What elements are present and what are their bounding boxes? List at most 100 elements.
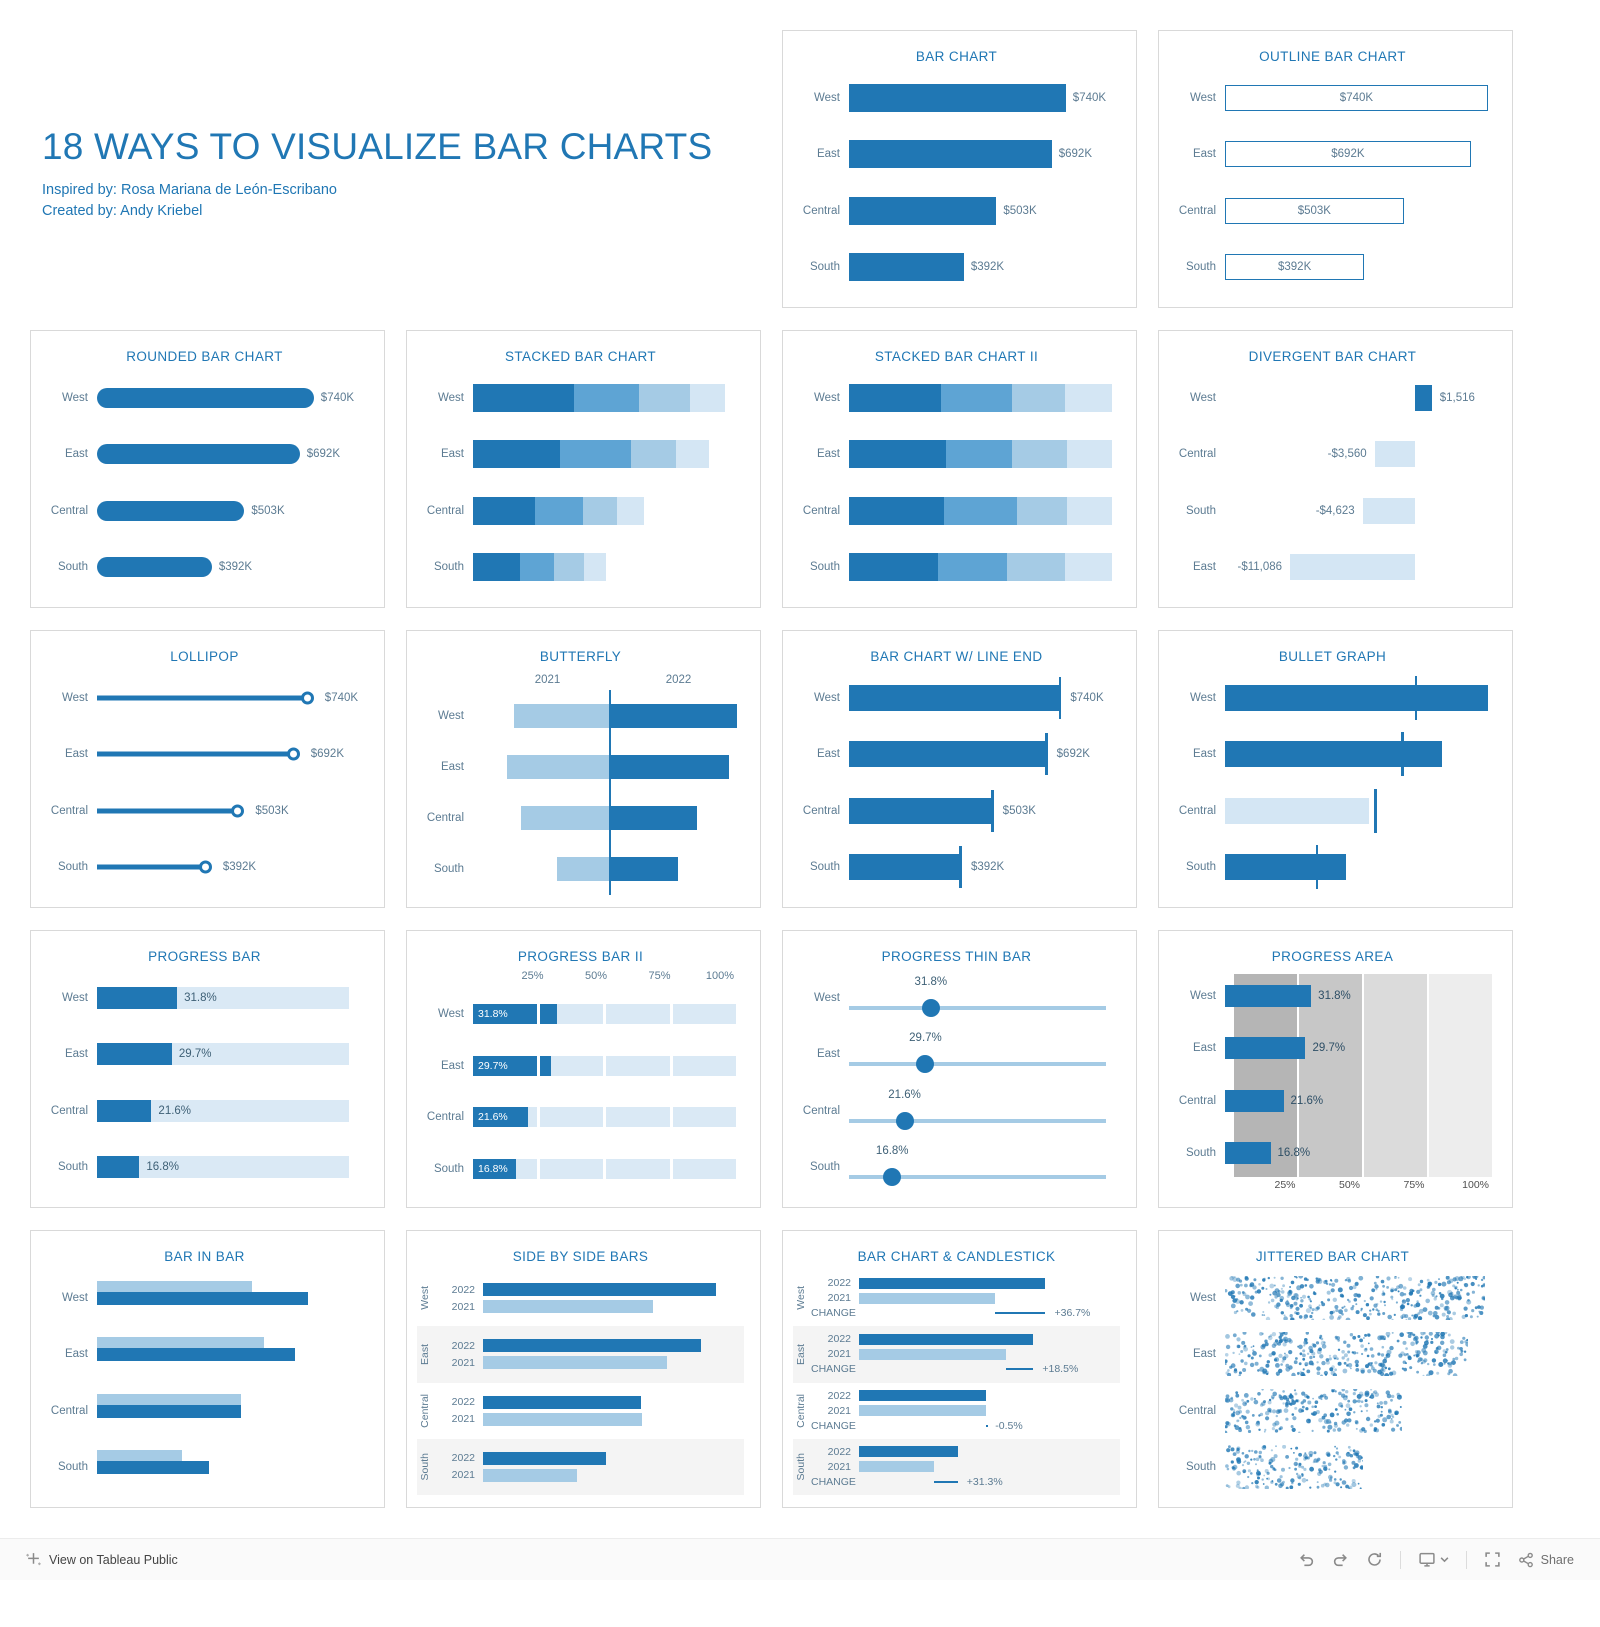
lollipop-mark[interactable] [97,743,300,765]
stacked-bar[interactable] [473,440,709,468]
bar-2022[interactable] [483,1283,716,1296]
bar-2021[interactable] [859,1405,986,1416]
bar[interactable] [849,140,1052,168]
butterfly-left-half [473,690,609,741]
fullscreen-icon[interactable] [1484,1551,1501,1568]
jittered-bar[interactable] [1225,1445,1363,1489]
bar-2022[interactable] [859,1390,986,1401]
stacked-bar[interactable] [473,553,607,581]
bar-2022[interactable] [97,1292,308,1305]
lollipop-mark[interactable] [97,856,212,878]
bar-2022[interactable] [97,1348,295,1361]
progress-dot[interactable] [916,1055,934,1073]
bar-2022[interactable] [611,857,678,881]
jittered-bar[interactable] [1225,1276,1485,1320]
chart-divergent-bar: West $1,516 Central -$3,560 South -$4,623 East… [1169,370,1496,595]
rounded-bar[interactable] [97,557,212,577]
chart-row: South [1169,839,1496,895]
progress-fill[interactable] [97,1100,151,1122]
bar-with-end-line[interactable] [849,685,1060,711]
row-label: Central [793,505,849,517]
divergent-bar[interactable] [1415,385,1432,411]
bar-2021[interactable] [514,704,608,728]
progress-fill[interactable] [540,1056,552,1076]
view-on-tableau-public-link[interactable]: View on Tableau Public [26,1552,178,1567]
bar-2022[interactable] [611,755,730,779]
bullet-bar[interactable] [1225,741,1442,767]
bar-2021[interactable] [483,1469,577,1482]
bar-2021[interactable] [557,857,609,881]
bar-2022[interactable] [859,1446,958,1457]
bar-2022[interactable] [97,1461,209,1474]
reset-icon[interactable] [1366,1551,1383,1568]
stacked-bar[interactable] [849,384,1112,412]
bar-2022[interactable] [611,806,697,830]
bar-with-end-line[interactable] [849,854,961,880]
value-label: 29.7% [478,1060,508,1072]
progress-bar[interactable] [1225,1142,1271,1164]
bullet-bar[interactable] [1225,685,1488,711]
jittered-bar[interactable] [1225,1332,1468,1376]
undo-icon[interactable] [1298,1551,1315,1568]
bar-with-end-line[interactable] [849,798,993,824]
progress-fill[interactable] [540,1004,557,1024]
outline-bar[interactable]: $392K [1225,254,1364,280]
chart-row: Central 21.6% [1169,1075,1496,1127]
stacked-bar[interactable] [849,497,1112,525]
outline-bar[interactable]: $503K [1225,198,1404,224]
bar-2021[interactable] [521,806,609,830]
lollipop-mark[interactable] [97,687,314,709]
bar-2022[interactable] [859,1278,1045,1289]
bar-2021[interactable] [859,1461,934,1472]
bar-with-end-line[interactable] [849,741,1047,767]
bar-2021[interactable] [859,1293,995,1304]
jittered-bar[interactable] [1225,1389,1402,1433]
bar-2021[interactable] [483,1356,667,1369]
redo-icon[interactable] [1332,1551,1349,1568]
divergent-bar[interactable] [1290,554,1415,580]
rounded-bar[interactable] [97,388,314,408]
outline-bar[interactable]: $692K [1225,141,1471,167]
group-rows: 2022 2021 CHANGE +31.3% [811,1444,1118,1489]
bar-2021[interactable] [483,1300,653,1313]
bar-segment [617,497,644,525]
bar-2022[interactable] [483,1396,641,1409]
progress-bar[interactable] [1225,985,1311,1007]
bar[interactable] [849,197,996,225]
chart-row: East -$11,086 [1169,539,1496,595]
bar-2022[interactable] [483,1339,701,1352]
bar-2022[interactable] [97,1405,241,1418]
bar[interactable] [849,253,964,281]
bar-2021[interactable] [859,1349,1006,1360]
value-label: 29.7% [1312,1042,1345,1054]
bar-2022[interactable] [859,1334,1033,1345]
bar-2022[interactable] [483,1452,606,1465]
group-rows: 2022 2021 CHANGE -0.5% [811,1388,1118,1433]
progress-dot[interactable] [922,999,940,1017]
progress-dot[interactable] [883,1168,901,1186]
bar-2022[interactable] [611,704,738,728]
outline-bar[interactable]: $740K [1225,85,1488,111]
divergent-bar[interactable] [1363,498,1415,524]
bullet-bar[interactable] [1225,798,1369,824]
stacked-bar[interactable] [849,440,1112,468]
bar[interactable] [849,84,1066,112]
divergent-bar[interactable] [1375,441,1415,467]
device-layout-button[interactable] [1418,1551,1449,1568]
progress-fill[interactable] [97,1156,139,1178]
bar-2021[interactable] [483,1413,642,1426]
progress-bar[interactable] [1225,1037,1305,1059]
bullet-bar[interactable] [1225,854,1346,880]
progress-bar[interactable] [1225,1090,1284,1112]
stacked-bar[interactable] [473,497,644,525]
stacked-bar[interactable] [473,384,725,412]
progress-fill[interactable] [97,987,177,1009]
rounded-bar[interactable] [97,444,300,464]
progress-fill[interactable] [97,1043,172,1065]
share-button[interactable]: Share [1518,1552,1574,1568]
lollipop-mark[interactable] [97,800,244,822]
rounded-bar[interactable] [97,501,244,521]
bar-2021[interactable] [507,755,609,779]
stacked-bar[interactable] [849,553,1112,581]
progress-dot[interactable] [896,1112,914,1130]
